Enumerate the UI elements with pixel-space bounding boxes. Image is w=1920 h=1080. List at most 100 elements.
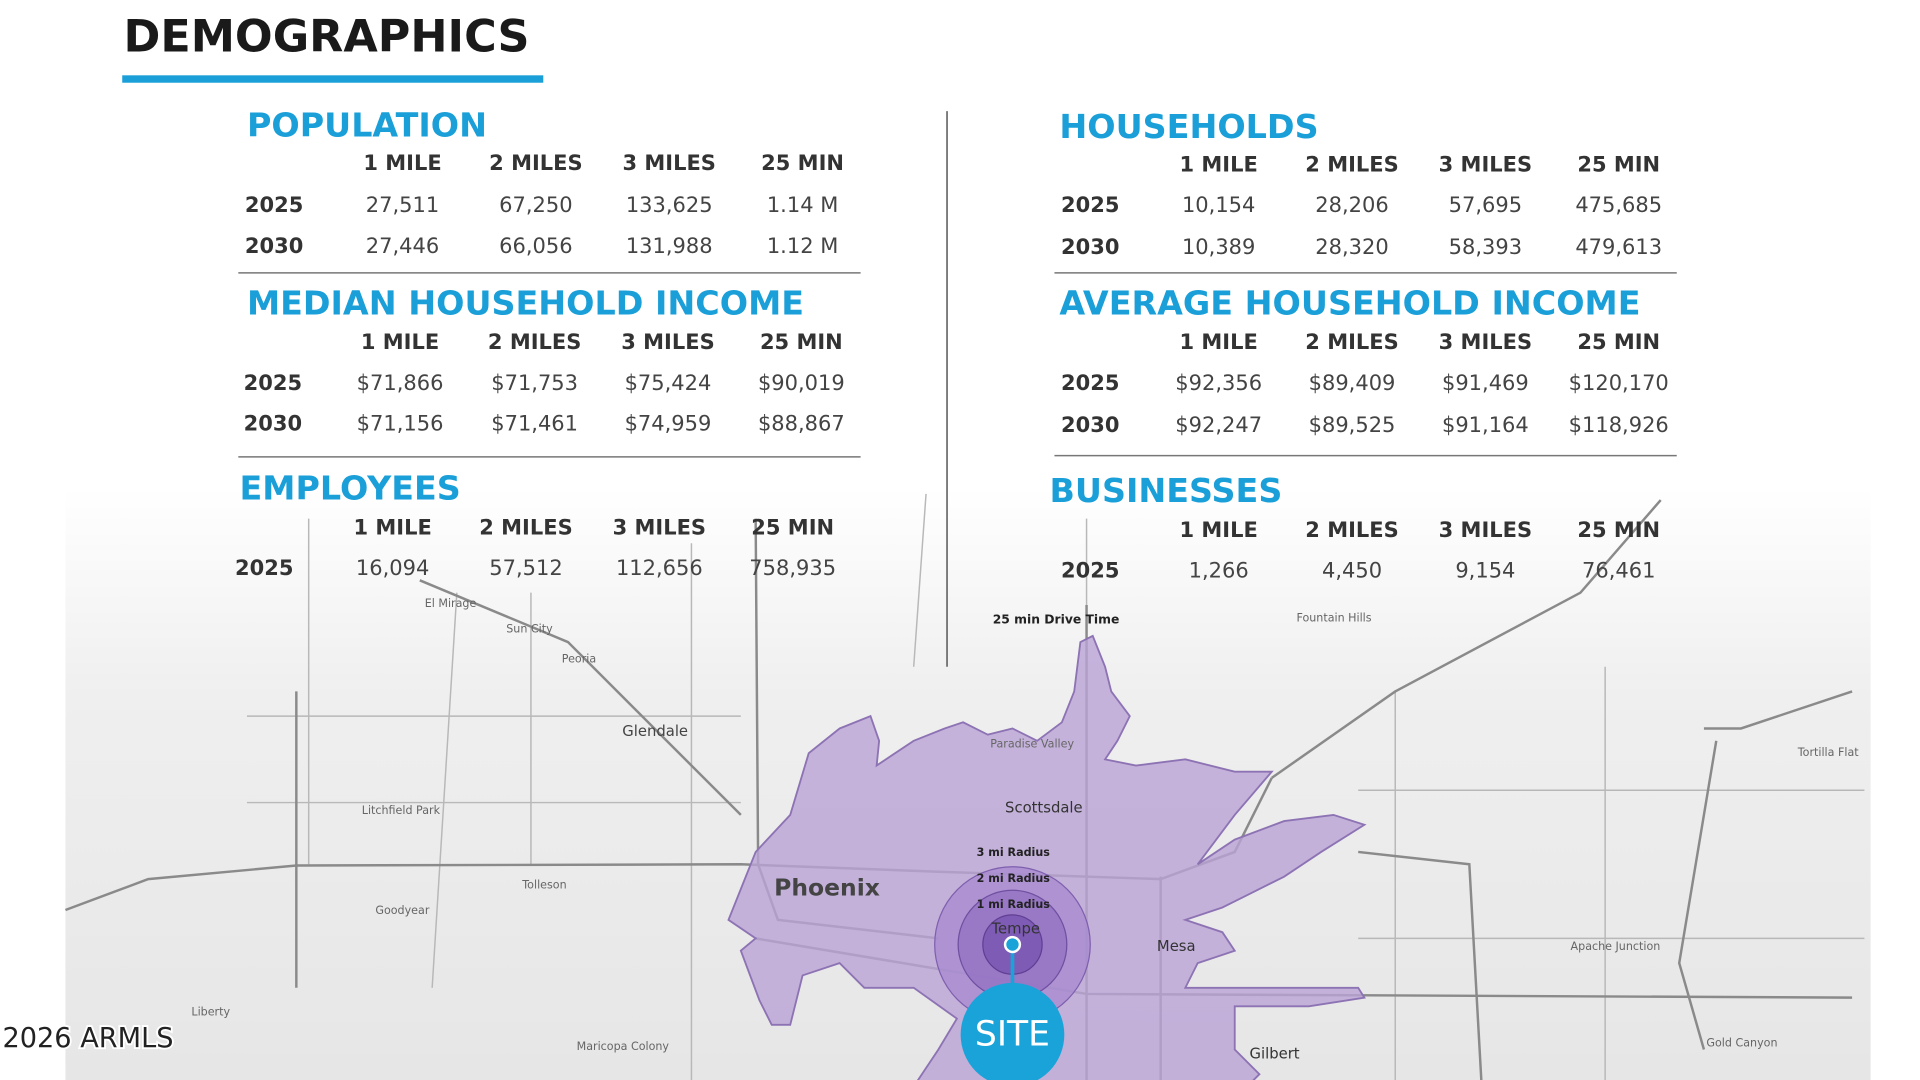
cell-value: $71,461 — [491, 412, 578, 436]
column-header: 2 MILES — [488, 330, 581, 354]
cell-value: 16,094 — [356, 556, 429, 580]
map-label: Gilbert — [1250, 1045, 1300, 1062]
map-label: Apache Junction — [1571, 940, 1661, 953]
column-header: 1 MILE — [363, 151, 441, 175]
cell-value: $71,156 — [357, 412, 444, 436]
cell-value: $120,170 — [1569, 371, 1669, 395]
column-header: 3 MILES — [1439, 330, 1532, 354]
map-label: Mesa — [1157, 938, 1196, 955]
column-header: 3 MILES — [623, 151, 716, 175]
map-label: Sun City — [506, 623, 553, 636]
column-header: 25 MIN — [760, 330, 843, 354]
map-label: Tempe — [990, 921, 1040, 938]
column-header: 1 MILE — [1180, 518, 1258, 542]
cell-value: 58,393 — [1449, 235, 1522, 259]
site-badge — [960, 982, 1065, 1080]
map-label: Scottsdale — [1005, 800, 1083, 817]
row-year: 2025 — [1061, 559, 1119, 583]
row-year: 2030 — [1061, 235, 1119, 259]
cell-value: 57,695 — [1449, 193, 1522, 217]
map-label: Paradise Valley — [990, 738, 1074, 751]
section-title: EMPLOYEES — [240, 469, 461, 508]
map-label: El Mirage — [425, 597, 477, 610]
column-header: 3 MILES — [1439, 152, 1532, 176]
column-header: 2 MILES — [489, 151, 582, 175]
cell-value: 27,511 — [366, 193, 439, 217]
cell-value: 112,656 — [616, 556, 703, 580]
drive-time-area — [727, 634, 1367, 1080]
column-header: 3 MILES — [613, 515, 706, 539]
cell-value: $91,164 — [1442, 413, 1529, 437]
cell-value: 133,625 — [626, 193, 713, 217]
column-header: 1 MILE — [353, 515, 431, 539]
cell-value: $92,247 — [1175, 413, 1262, 437]
column-header: 2 MILES — [479, 515, 572, 539]
cell-value: 57,512 — [489, 556, 562, 580]
column-header: 25 MIN — [751, 515, 834, 539]
map-label: Maricopa Colony — [577, 1040, 670, 1053]
cell-value: 10,154 — [1182, 193, 1255, 217]
cell-value: 66,056 — [499, 234, 572, 258]
cell-value: 1.12 M — [767, 234, 839, 258]
section-title: MEDIAN HOUSEHOLD INCOME — [247, 283, 804, 322]
column-header: 25 MIN — [1577, 152, 1660, 176]
section-title: BUSINESSES — [1050, 471, 1283, 510]
row-year: 2025 — [244, 371, 302, 395]
row-year: 2030 — [1061, 413, 1119, 437]
cell-value: $71,753 — [491, 371, 578, 395]
site-label: SITE — [975, 1014, 1050, 1054]
map-label: Gold Canyon — [1706, 1036, 1777, 1049]
cell-value: $74,959 — [625, 412, 712, 436]
cell-value: 131,988 — [626, 234, 713, 258]
column-header: 1 MILE — [1180, 330, 1258, 354]
column-header: 2 MILES — [1305, 518, 1398, 542]
cell-value: $92,356 — [1175, 371, 1262, 395]
map-label: Glendale — [622, 723, 688, 740]
row-year: 2030 — [245, 234, 303, 258]
cell-value: $89,409 — [1309, 371, 1396, 395]
cell-value: 27,446 — [366, 234, 439, 258]
cell-value: 67,250 — [499, 193, 572, 217]
map-label: Goodyear — [375, 904, 429, 917]
map-label: Peoria — [562, 652, 596, 665]
section-title: HOUSEHOLDS — [1059, 107, 1318, 146]
cell-value: 758,935 — [749, 556, 836, 580]
map-label: Tortilla Flat — [1797, 746, 1860, 759]
cell-value: $90,019 — [758, 371, 845, 395]
map-label: Phoenix — [774, 873, 880, 901]
row-year: 2025 — [245, 193, 303, 217]
cell-value: 4,450 — [1322, 559, 1382, 583]
site-dot — [1003, 935, 1022, 954]
cell-value: $89,525 — [1309, 413, 1396, 437]
map-label: Tolleson — [521, 878, 566, 891]
cell-value: 479,613 — [1575, 235, 1662, 259]
cell-value: 9,154 — [1455, 559, 1515, 583]
column-header: 2 MILES — [1305, 152, 1398, 176]
column-header: 1 MILE — [1180, 152, 1258, 176]
map-label: 1 mi Radius — [977, 898, 1051, 911]
column-header: 2 MILES — [1305, 330, 1398, 354]
cell-value: $118,926 — [1569, 413, 1669, 437]
map-label: 3 mi Radius — [977, 846, 1051, 859]
cell-value: $88,867 — [758, 412, 845, 436]
column-header: 3 MILES — [621, 330, 714, 354]
cell-value: $75,424 — [625, 371, 712, 395]
row-year: 2025 — [1061, 371, 1119, 395]
cell-value: 28,206 — [1315, 193, 1388, 217]
map-label: Litchfield Park — [362, 804, 441, 817]
cell-value: 1.14 M — [767, 193, 839, 217]
cell-value: 1,266 — [1189, 559, 1249, 583]
cell-value: $91,469 — [1442, 371, 1529, 395]
row-year: 2030 — [244, 412, 302, 436]
title-underline — [122, 75, 544, 83]
cell-value: 76,461 — [1582, 559, 1655, 583]
column-header: 1 MILE — [361, 330, 439, 354]
watermark: 2026 ARMLS — [2, 1023, 173, 1054]
column-header: 3 MILES — [1439, 518, 1532, 542]
map-label: 25 min Drive Time — [993, 612, 1120, 626]
row-year: 2025 — [1061, 193, 1119, 217]
cell-value: $71,866 — [357, 371, 444, 395]
section-title: POPULATION — [247, 106, 487, 145]
cell-value: 28,320 — [1315, 235, 1388, 259]
